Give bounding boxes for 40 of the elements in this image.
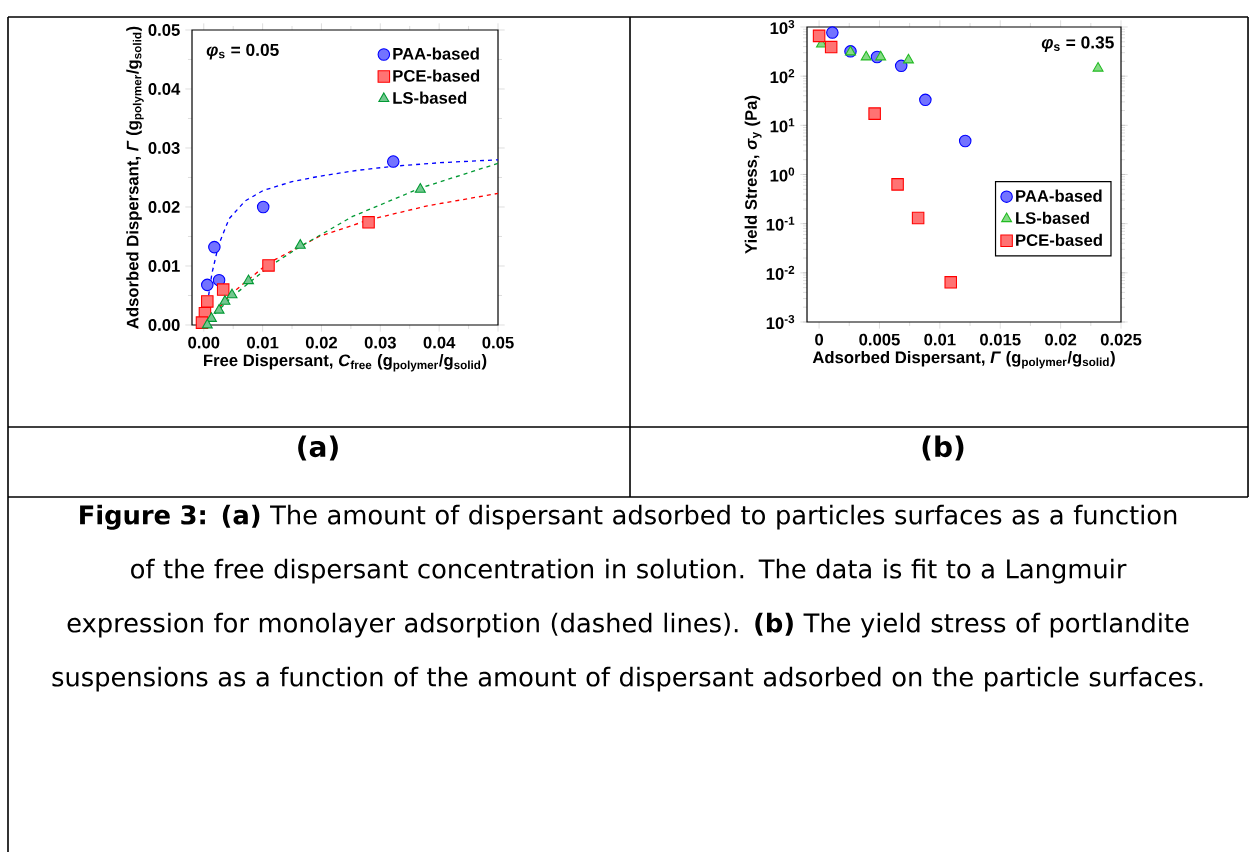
legend-label: PCE-based <box>393 69 480 82</box>
text: (a) <box>298 435 338 461</box>
y-tick-label: 10$^{-3}$ <box>766 315 795 330</box>
legend-label: LS-based <box>393 91 467 104</box>
x-tick-label: 0.005 <box>859 333 900 346</box>
y-tick-label: 0.02 <box>148 201 180 213</box>
legend-label: PCE-based <box>1016 233 1102 247</box>
x-tick-label: 0.01 <box>247 336 279 349</box>
x-tick-label: 0.01 <box>924 333 956 346</box>
y-tick-label: 10$^{-1}$ <box>766 216 795 231</box>
x-tick-label: 0.05 <box>482 336 514 349</box>
x-tick-label: 0.00 <box>188 336 220 349</box>
annotation: φ$_{s}$ = 0.05 <box>206 43 279 60</box>
annotation: φ$_{s}$ = 0.35 <box>1041 36 1114 53</box>
x-tick-label: 0.02 <box>1045 333 1077 346</box>
text: Figure 3: (a) The amount of dispersant adsorbed to particles surfaces as a function of the free dispersant concentration in solution. The data is fit to a Langmuir expression for monolayer adsorption (dashed lines). (b) The yield stress of portlandite suspensions as a function of the amount of dispersant adsorbed on the particle surfaces. <box>52 504 1203 692</box>
y-tick-label: 10$^{-2}$ <box>766 265 795 280</box>
y-tick-label: 0.03 <box>148 142 180 154</box>
x-tick-label: 0 <box>815 333 824 346</box>
x-axis-title: Adsorbed Dispersant, Γ (g$_{polymer}$/g$_{solid}$) <box>812 351 1115 369</box>
x-tick-label: 0.03 <box>364 336 396 349</box>
y-axis-title: Yield Stress, σ$_{y}$ (Pa) <box>744 95 762 254</box>
y-axis-title: Adsorbed Dispersant, Γ (g$_{polymer}$/g$_{solid}$) <box>126 26 144 329</box>
y-tick-label: 0.00 <box>148 319 180 331</box>
x-tick-label: 0.015 <box>980 333 1021 346</box>
x-tick-label: 0.02 <box>305 336 337 349</box>
y-tick-label: 10$^{1}$ <box>770 118 795 133</box>
legend-label: PAA-based <box>393 47 479 60</box>
y-tick-label: 10$^{3}$ <box>770 20 795 35</box>
y-tick-label: 10$^{2}$ <box>770 69 795 84</box>
text: (b) <box>922 435 964 461</box>
y-tick-label: 0.05 <box>148 24 180 36</box>
x-tick-label: 0.04 <box>423 336 456 349</box>
y-tick-label: 10$^{0}$ <box>770 167 795 182</box>
y-tick-label: 0.01 <box>148 260 180 272</box>
legend-label: LS-based <box>1016 211 1089 225</box>
y-tick-label: 0.04 <box>148 83 181 95</box>
x-tick-label: 0.025 <box>1100 333 1142 346</box>
x-axis-title: Free Dispersant, C$_{free}$ (g$_{polymer}$/g$_{solid}$) <box>204 354 487 372</box>
legend-label: PAA-based <box>1016 189 1102 202</box>
